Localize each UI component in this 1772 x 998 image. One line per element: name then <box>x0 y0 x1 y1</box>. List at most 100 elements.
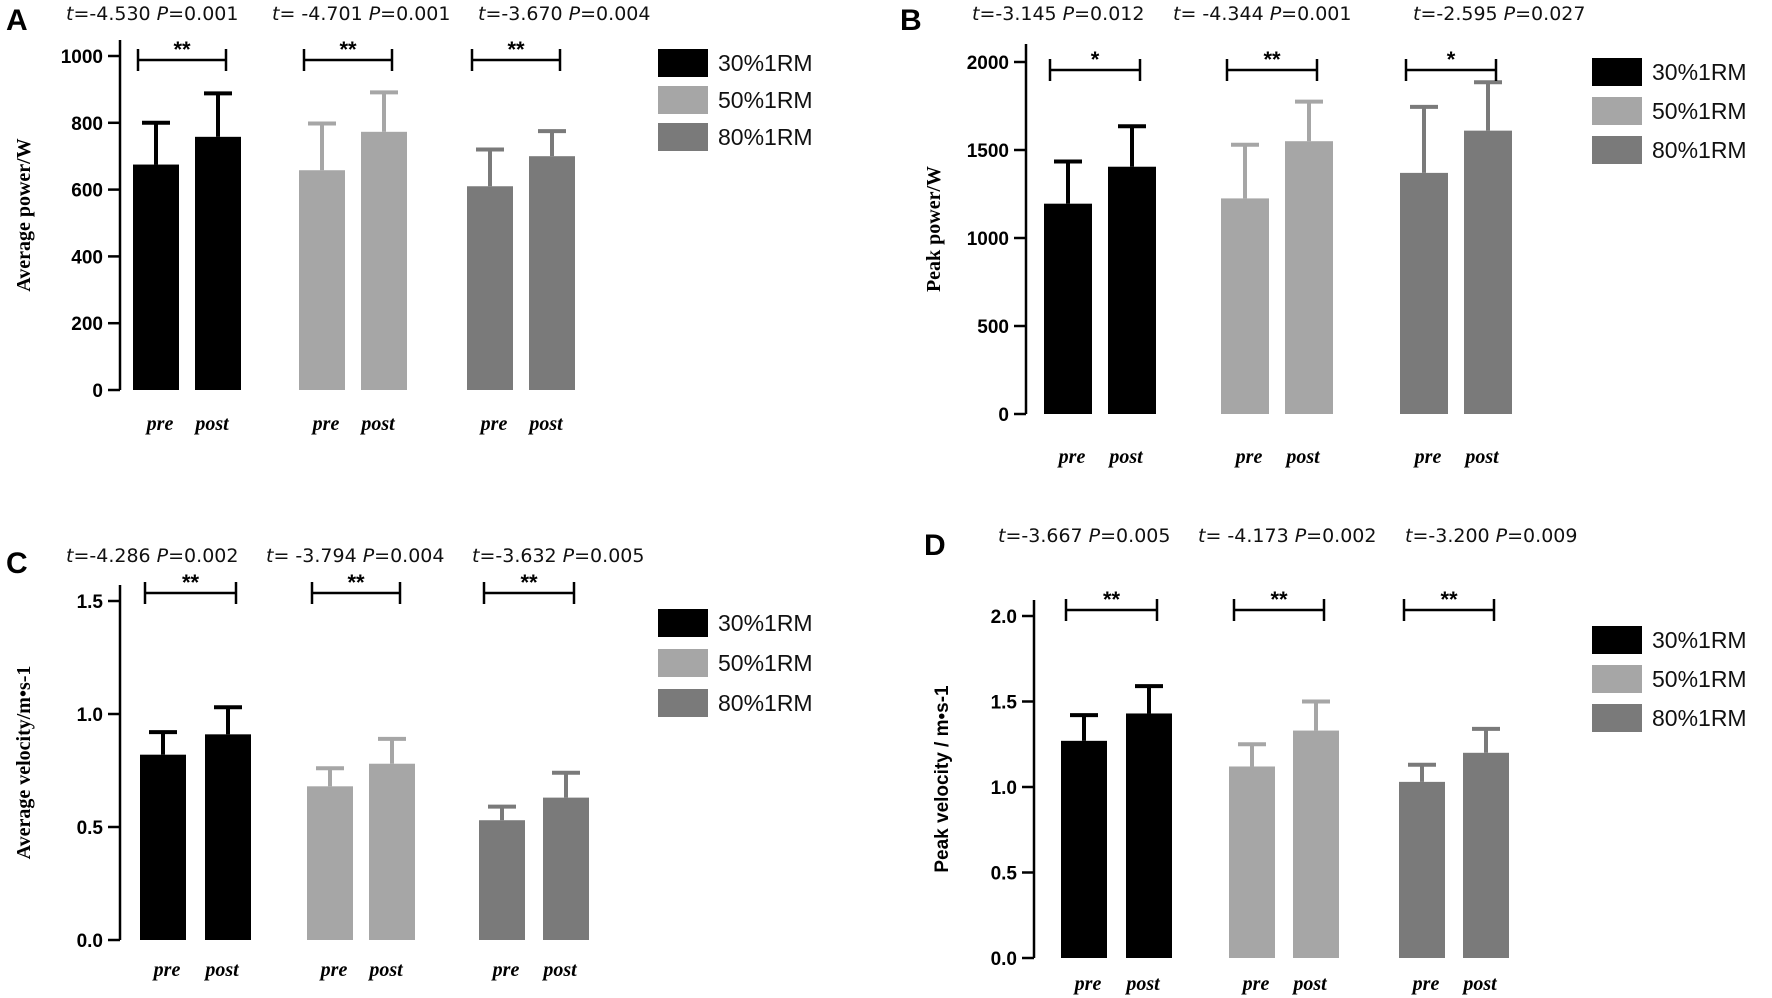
y-tick-label: 1.0 <box>77 705 103 726</box>
legend-label: 30%1RM <box>1652 59 1747 85</box>
y-tick-label: 500 <box>977 317 1009 338</box>
bar-30%1RM-post <box>195 136 241 390</box>
y-tick-label: 200 <box>71 314 103 335</box>
x-category-label: post <box>1461 973 1498 995</box>
y-tick-label: 0 <box>92 381 103 402</box>
legend-swatch <box>658 86 708 114</box>
x-category-label: pre <box>145 413 174 435</box>
x-category-label: post <box>527 413 564 435</box>
bar-30%1RM-pre <box>140 754 186 940</box>
significance-marker: ** <box>173 37 191 62</box>
stat-annotation: t=-3.670 P=0.004 <box>478 3 650 25</box>
y-tick-label: 800 <box>71 114 103 135</box>
bar-50%1RM-post <box>1285 141 1333 414</box>
legend-label: 50%1RM <box>1652 666 1747 692</box>
legend-swatch <box>658 689 708 717</box>
y-tick-label: 0.0 <box>77 931 103 952</box>
y-axis-label: Average power/W <box>13 138 35 291</box>
legend-swatch <box>658 649 708 677</box>
significance-marker: ** <box>1270 587 1288 612</box>
x-category-label: post <box>193 413 230 435</box>
significance-marker: ** <box>182 570 200 595</box>
x-category-label: pre <box>1234 446 1263 468</box>
x-category-label: pre <box>319 959 348 981</box>
significance-marker: ** <box>1263 47 1281 72</box>
panel-letter: C <box>6 547 28 580</box>
bar-30%1RM-post <box>1108 166 1156 414</box>
bar-80%1RM-post <box>543 797 589 940</box>
x-category-label: pre <box>479 413 508 435</box>
x-category-label: post <box>359 413 396 435</box>
y-tick-label: 0.5 <box>77 818 104 839</box>
legend-label: 80%1RM <box>718 124 813 150</box>
x-category-label: pre <box>491 959 520 981</box>
legend-label: 80%1RM <box>1652 137 1747 163</box>
x-category-label: post <box>203 959 240 981</box>
y-tick-label: 2.0 <box>991 607 1017 628</box>
legend-swatch <box>1592 58 1642 86</box>
x-category-label: post <box>541 959 578 981</box>
legend-label: 30%1RM <box>718 50 813 76</box>
y-tick-label: 1.5 <box>77 592 104 613</box>
y-tick-label: 0.5 <box>991 864 1018 885</box>
stat-annotation: t= -4.344 P=0.001 <box>1173 3 1352 25</box>
stat-annotation: t= -3.794 P=0.004 <box>266 545 445 567</box>
stat-annotation: t= -4.701 P=0.001 <box>272 3 451 25</box>
stat-annotation: t=-3.200 P=0.009 <box>1405 525 1577 547</box>
stat-annotation: t=-4.286 P=0.002 <box>66 545 238 567</box>
legend-label: 30%1RM <box>1652 627 1747 653</box>
x-category-label: pre <box>1241 973 1270 995</box>
legend-swatch <box>658 609 708 637</box>
x-category-label: pre <box>311 413 340 435</box>
x-category-label: post <box>1124 973 1161 995</box>
bar-50%1RM-pre <box>307 786 353 940</box>
y-tick-label: 1000 <box>61 47 103 68</box>
significance-marker: ** <box>507 37 525 62</box>
y-tick-label: 0 <box>998 405 1009 426</box>
bar-50%1RM-pre <box>299 170 345 390</box>
y-tick-label: 600 <box>71 181 103 202</box>
bar-30%1RM-post <box>205 734 251 940</box>
stat-annotation: t= -4.173 P=0.002 <box>1198 525 1377 547</box>
x-category-label: post <box>367 959 404 981</box>
legend-label: 50%1RM <box>718 650 813 676</box>
significance-marker: ** <box>1440 587 1458 612</box>
legend-swatch <box>1592 136 1642 164</box>
significance-marker: ** <box>339 37 357 62</box>
y-tick-label: 2000 <box>967 53 1009 74</box>
legend-label: 30%1RM <box>718 610 813 636</box>
legend-label: 50%1RM <box>1652 98 1747 124</box>
bar-80%1RM-post <box>529 156 575 390</box>
stat-annotation: t=-4.530 P=0.001 <box>66 3 238 25</box>
legend-swatch <box>1592 665 1642 693</box>
y-axis-label: Average velocity/m•s-1 <box>13 666 35 860</box>
legend-swatch <box>1592 97 1642 125</box>
stat-annotation: t=-3.632 P=0.005 <box>472 545 644 567</box>
x-category-label: pre <box>1411 973 1440 995</box>
bar-80%1RM-pre <box>1399 781 1445 958</box>
x-category-label: pre <box>1413 446 1442 468</box>
stat-annotation: t=-2.595 P=0.027 <box>1413 3 1585 25</box>
bar-50%1RM-post <box>1293 730 1339 958</box>
bar-80%1RM-pre <box>479 820 525 940</box>
stat-annotation: t=-3.667 P=0.005 <box>998 525 1170 547</box>
legend-label: 50%1RM <box>718 87 813 113</box>
panel-letter: D <box>924 529 946 562</box>
y-tick-label: 400 <box>71 247 103 268</box>
y-tick-label: 0.0 <box>991 949 1017 970</box>
x-category-label: post <box>1291 973 1328 995</box>
bar-50%1RM-post <box>369 763 415 940</box>
bar-80%1RM-pre <box>467 186 513 390</box>
legend-swatch <box>1592 704 1642 732</box>
bar-80%1RM-pre <box>1400 172 1448 414</box>
bar-30%1RM-pre <box>1044 203 1092 414</box>
y-tick-label: 1000 <box>967 229 1009 250</box>
bar-30%1RM-post <box>1126 713 1172 958</box>
bar-80%1RM-post <box>1464 130 1512 414</box>
y-axis-label: Peak velocity / m•s-1 <box>932 685 953 873</box>
panel-letter: A <box>6 4 28 37</box>
